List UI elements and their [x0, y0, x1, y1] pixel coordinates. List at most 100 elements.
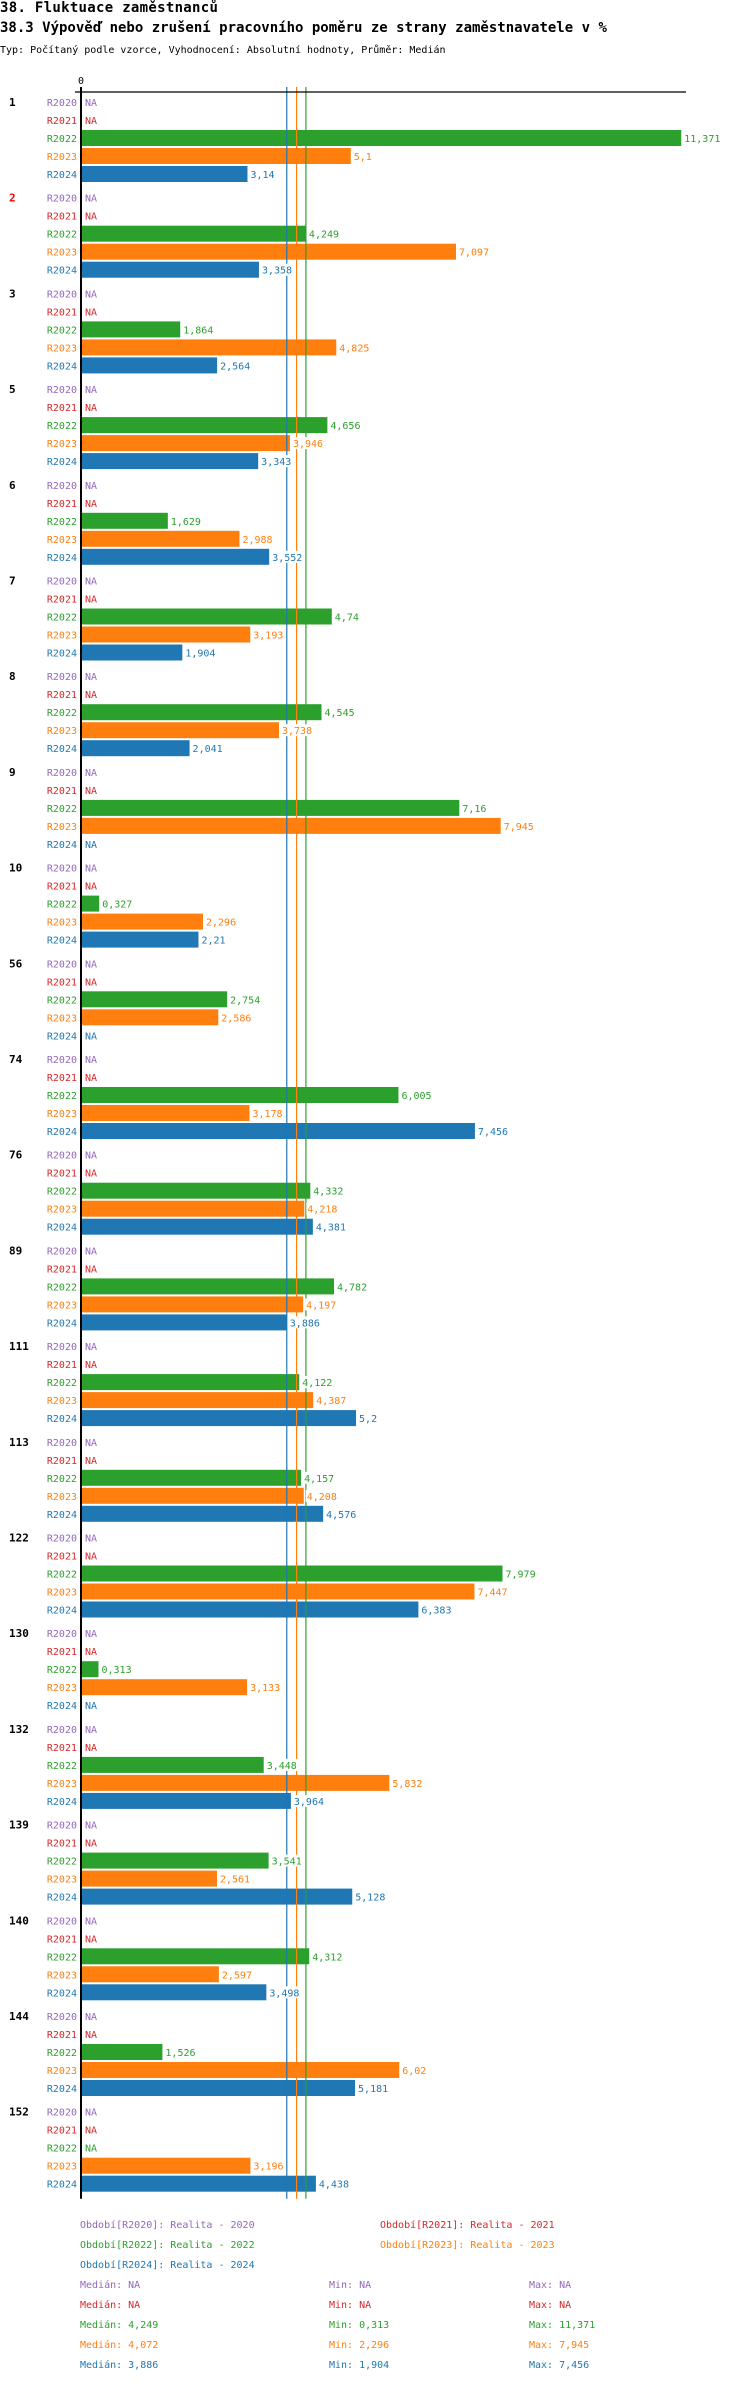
bar	[82, 1948, 310, 1965]
axis-tick-label: 0	[78, 76, 84, 87]
value-label: 3,738	[282, 726, 312, 737]
period-label: R2020	[47, 959, 77, 970]
value-label: 3,178	[252, 1109, 282, 1120]
value-label-bg	[84, 2141, 99, 2154]
bar	[82, 1792, 291, 1809]
period-label: R2021	[47, 595, 77, 606]
value-label-bg	[260, 455, 293, 468]
value-label-bg	[84, 574, 99, 587]
group-label: 111	[9, 1340, 29, 1353]
value-label: NA	[85, 2126, 97, 2137]
legend-stat-max: Max: 11,371	[529, 2320, 596, 2331]
value-label-bg	[84, 1148, 99, 1161]
value-label: 7,945	[504, 822, 534, 833]
bar	[82, 1469, 302, 1486]
value-label-bg	[84, 496, 99, 509]
value-label: 4,381	[316, 1223, 346, 1234]
value-label: NA	[85, 577, 97, 588]
period-label: R2021	[47, 2030, 77, 2041]
bar	[82, 1583, 475, 1600]
value-label-bg	[401, 2064, 428, 2076]
period-label: R2023	[47, 1875, 77, 1886]
value-label-bg	[84, 1836, 99, 1849]
bar	[82, 2175, 316, 2192]
value-label-bg	[84, 2010, 99, 2022]
period-label: R2021	[47, 882, 77, 893]
value-label: 4,157	[304, 1474, 334, 1485]
value-label-bg	[84, 287, 99, 300]
value-label-bg	[400, 1089, 433, 1101]
period-label: R2022	[47, 1857, 77, 1868]
value-label: 3,14	[250, 170, 274, 181]
period-label: R2024	[47, 1031, 77, 1042]
bar	[82, 1087, 399, 1103]
value-label: NA	[85, 1264, 97, 1275]
bar	[82, 453, 259, 470]
value-label: 5,181	[358, 2084, 388, 2095]
value-label: NA	[85, 1743, 97, 1754]
period-label: R2024	[47, 361, 77, 372]
value-label: 7,16	[462, 804, 486, 815]
period-label: R2022	[47, 325, 77, 336]
bars-layer	[82, 130, 682, 2192]
value-label-bg	[84, 1818, 99, 1831]
value-label: NA	[85, 481, 97, 492]
value-label: NA	[85, 840, 97, 851]
period-label: R2020	[47, 194, 77, 205]
period-label: R2023	[47, 631, 77, 642]
legend-stat-max: Max: NA	[529, 2280, 572, 2291]
bar	[82, 148, 351, 164]
value-label-bg	[84, 861, 99, 874]
period-label: R2022	[47, 1282, 77, 1293]
legend-stat-min: Min: 2,296	[329, 2340, 390, 2351]
value-label-bg	[358, 1412, 379, 1425]
legend-stat-max: Max: 7,945	[529, 2340, 590, 2351]
bar	[82, 1661, 99, 1678]
value-label: NA	[85, 212, 97, 223]
value-label-bg	[280, 724, 314, 737]
period-label: R2024	[47, 2084, 77, 2095]
value-label: 3,343	[261, 457, 291, 468]
period-label: R2021	[47, 307, 77, 318]
value-label-bg	[354, 1890, 387, 1903]
value-label: 2,586	[221, 1013, 251, 1024]
bar	[82, 417, 328, 434]
bar	[82, 1984, 267, 2001]
value-label-bg	[84, 783, 99, 796]
bar	[82, 931, 199, 948]
value-label-bg	[317, 2177, 351, 2190]
value-label: 7,447	[477, 1588, 507, 1599]
value-label: NA	[85, 499, 97, 510]
value-label-bg	[84, 1453, 99, 1466]
value-label: NA	[85, 1169, 97, 1180]
period-label: R2023	[47, 2066, 77, 2077]
bar	[82, 722, 279, 739]
value-label-bg	[84, 688, 99, 701]
value-label: 7,979	[505, 1570, 535, 1581]
value-label: NA	[85, 307, 97, 318]
period-label: R2021	[47, 116, 77, 127]
value-label-bg	[84, 670, 99, 683]
bar	[82, 243, 457, 260]
period-label: R2023	[47, 2162, 77, 2173]
period-label: R2020	[47, 481, 77, 492]
value-label-bg	[84, 478, 99, 491]
value-label-bg	[84, 305, 99, 318]
bar	[82, 1679, 248, 1696]
legend-stat-median: Medián: 4,072	[80, 2340, 159, 2351]
legend-item-R2023: Období[R2023]: Realita - 2023	[380, 2240, 555, 2251]
period-label: R2023	[47, 439, 77, 450]
period-label: R2023	[47, 152, 77, 163]
value-label-bg	[84, 383, 99, 396]
value-label: 5,832	[392, 1779, 422, 1790]
period-label: R2020	[47, 1438, 77, 1449]
period-label: R2024	[47, 1414, 77, 1425]
group-label: 6	[9, 479, 16, 492]
value-label: NA	[85, 1916, 97, 1927]
value-label-bg	[306, 1202, 339, 1215]
value-label: NA	[85, 1246, 97, 1257]
value-label-bg	[84, 2105, 99, 2118]
period-label: R2024	[47, 840, 77, 851]
period-label: R2024	[47, 1797, 77, 1808]
bar	[82, 1123, 475, 1139]
